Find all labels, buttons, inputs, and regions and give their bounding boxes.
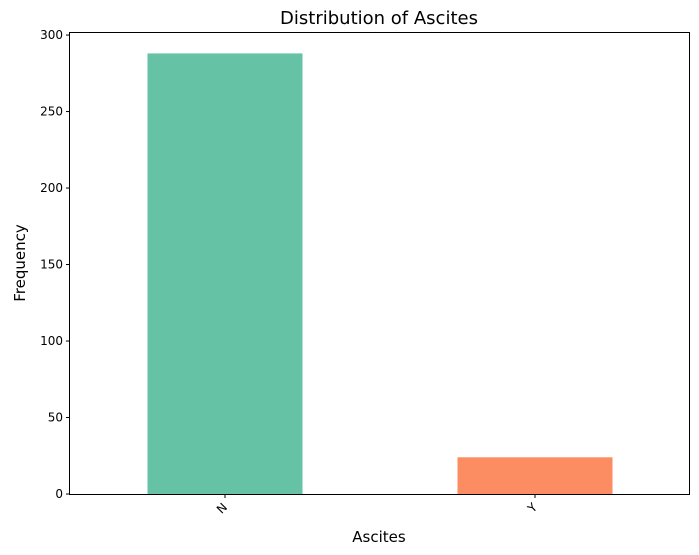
y-axis-ticks: 0 50 100 150 200 250 300 [40,28,70,501]
y-tick-label: 150 [40,258,63,272]
bar-n [147,53,303,495]
y-tick-label: 250 [40,105,63,119]
plot-frame [69,32,690,495]
x-tick-label: N [214,500,230,516]
y-tick-label: 100 [40,334,63,348]
bars-layer [147,53,613,495]
chart-title: Distribution of Ascites [280,8,478,29]
y-tick-label: 50 [48,411,63,425]
x-axis-title: Ascites [352,528,406,546]
y-tick-label: 0 [55,487,63,501]
bar-y [457,457,613,494]
x-tick-label: Y [524,500,540,516]
y-axis-title: Frequency [11,224,29,302]
y-tick-label: 300 [40,28,63,42]
y-tick-label: 200 [40,181,63,195]
